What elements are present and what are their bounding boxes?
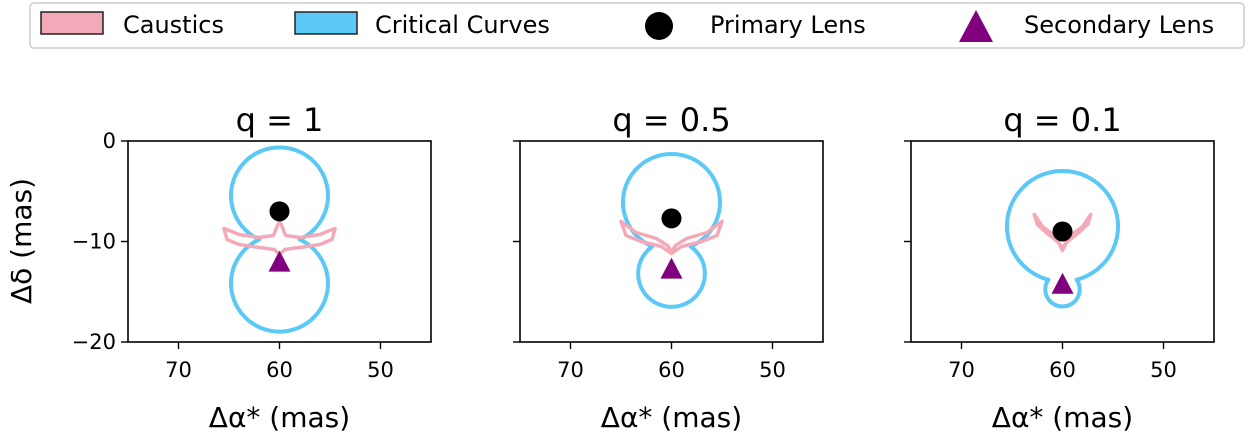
legend-primary-lens-marker bbox=[645, 12, 673, 40]
legend: Caustics Critical Curves Primary Lens Se… bbox=[29, 2, 1245, 49]
legend-secondary-lens-label: Secondary Lens bbox=[1024, 11, 1214, 39]
axes-frame bbox=[127, 140, 432, 343]
panel-1: q = 1 70 60 50 0 −10 −20 Δα* (mas) bbox=[72, 101, 432, 434]
critical-curve bbox=[1005, 169, 1120, 309]
x-tick-label: 50 bbox=[759, 358, 786, 382]
y-tick-label: −20 bbox=[72, 330, 116, 354]
panel-title: q = 0.5 bbox=[612, 101, 730, 139]
panel-2: q = 0.5 70 60 50 Δα* (mas) bbox=[513, 101, 824, 434]
x-tick-label: 70 bbox=[165, 358, 192, 382]
legend-primary-lens-label: Primary Lens bbox=[710, 11, 866, 39]
x-tick-label: 50 bbox=[1150, 358, 1177, 382]
primary-lens-marker bbox=[1052, 221, 1073, 242]
panel-title: q = 0.1 bbox=[1003, 101, 1121, 139]
legend-caustics-swatch bbox=[40, 11, 104, 35]
x-axis-label: Δα* (mas) bbox=[601, 401, 742, 434]
y-tick-label: 0 bbox=[103, 129, 116, 153]
critical-curve bbox=[229, 145, 330, 334]
secondary-lens-marker bbox=[660, 257, 683, 279]
secondary-lens-marker bbox=[1051, 272, 1074, 294]
caustic-curve bbox=[619, 219, 724, 256]
x-tick-label: 60 bbox=[658, 358, 685, 382]
primary-lens-marker bbox=[269, 201, 290, 222]
x-tick-label: 70 bbox=[557, 358, 584, 382]
axes-frame bbox=[519, 140, 824, 343]
x-axis-label: Δα* (mas) bbox=[992, 401, 1133, 434]
x-tick-label: 60 bbox=[266, 358, 293, 382]
panel-3: q = 0.1 70 60 50 Δα* (mas) bbox=[904, 101, 1215, 434]
legend-secondary-lens-marker bbox=[959, 10, 993, 42]
legend-critical-curves-label: Critical Curves bbox=[375, 11, 550, 39]
x-tick-label: 50 bbox=[367, 358, 394, 382]
secondary-lens-marker bbox=[268, 250, 291, 272]
panels: q = 1 70 60 50 0 −10 −20 Δα* (mas) q = 0.5 70 60 50… bbox=[72, 101, 1215, 434]
x-tick-label: 70 bbox=[948, 358, 975, 382]
legend-critical-curves-swatch bbox=[294, 11, 358, 35]
primary-lens-marker bbox=[661, 208, 682, 229]
panel-title: q = 1 bbox=[236, 101, 324, 139]
x-tick-label: 60 bbox=[1049, 358, 1076, 382]
y-tick-label: −10 bbox=[72, 230, 116, 254]
x-axis-label: Δα* (mas) bbox=[209, 401, 350, 434]
caustic-curve bbox=[222, 219, 337, 257]
legend-caustics-label: Caustics bbox=[123, 11, 224, 39]
y-axis-label: Δδ (mas) bbox=[5, 178, 38, 304]
caustic-curve bbox=[1032, 212, 1093, 253]
critical-curve bbox=[621, 152, 722, 309]
